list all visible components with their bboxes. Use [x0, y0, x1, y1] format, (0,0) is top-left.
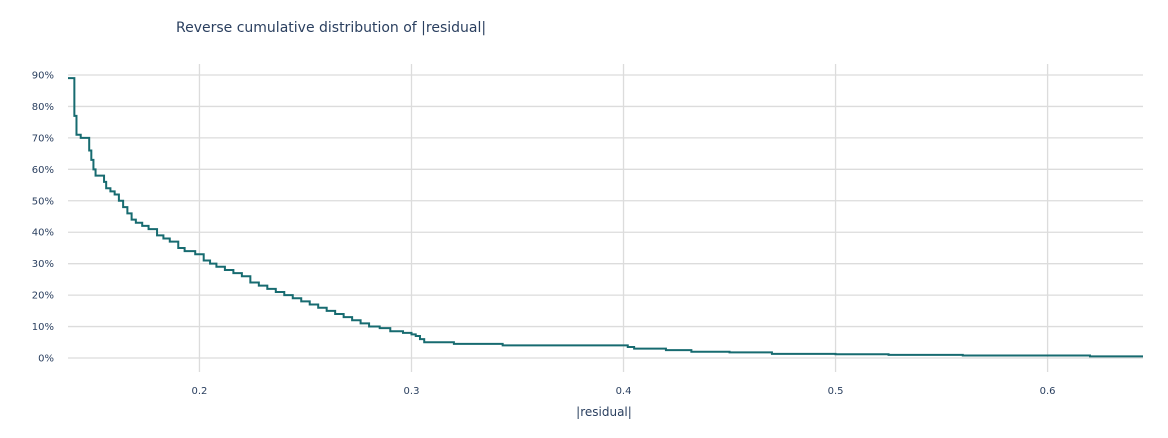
y-tick-label: 30% — [32, 259, 54, 270]
y-tick-label: 70% — [32, 133, 54, 144]
y-tick-label: 80% — [32, 102, 54, 113]
x-tick-label: 0.4 — [616, 386, 632, 397]
x-axis-title: |residual| — [576, 405, 632, 419]
y-tick-label: 90% — [32, 71, 54, 82]
grid-lines — [68, 64, 1143, 372]
series-line — [68, 77, 1143, 358]
y-tick-label: 50% — [32, 196, 54, 207]
chart-title: Reverse cumulative distribution of |resi… — [176, 20, 486, 36]
y-tick-label: 10% — [32, 322, 54, 333]
y-tick-label: 0% — [38, 354, 54, 365]
y-tick-label: 40% — [32, 228, 54, 239]
y-axis-ticks: 0% 10% 20% 30% 40% 50% 60% 70% 80% 90% — [32, 71, 54, 365]
x-axis-ticks: 0.2 0.3 0.4 0.5 0.6 — [192, 386, 1056, 397]
x-tick-label: 0.2 — [192, 386, 208, 397]
y-tick-label: 60% — [32, 165, 54, 176]
series-group — [68, 77, 1143, 358]
x-tick-label: 0.5 — [828, 386, 844, 397]
y-tick-label: 20% — [32, 291, 54, 302]
x-tick-label: 0.6 — [1040, 386, 1056, 397]
x-tick-label: 0.3 — [404, 386, 420, 397]
